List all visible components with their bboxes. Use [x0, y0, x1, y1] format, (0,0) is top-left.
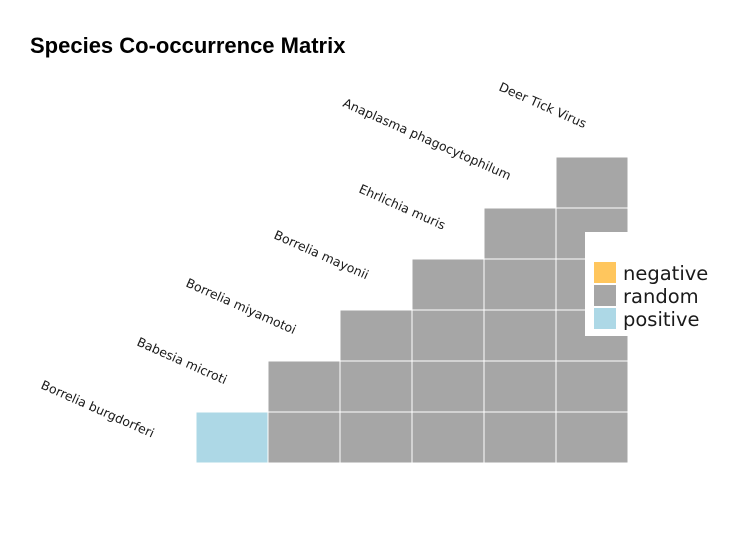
legend-key-random [594, 285, 616, 306]
species-label: Borrelia miyamotoi [184, 275, 299, 337]
matrix-cell [195, 411, 269, 464]
matrix-cell [411, 258, 485, 311]
matrix-cell [267, 411, 341, 464]
matrix-cell [483, 258, 557, 311]
legend-key-positive [594, 308, 616, 329]
matrix-cell [555, 411, 629, 464]
matrix-cell [339, 309, 413, 362]
legend-key-negative [594, 262, 616, 283]
matrix-cell [555, 156, 629, 209]
species-label: Ehrlichia muris [357, 181, 448, 233]
matrix-cell [555, 360, 629, 413]
matrix-cell [483, 360, 557, 413]
species-label: Borrelia burgdorferi [39, 377, 157, 440]
matrix-cell [339, 411, 413, 464]
species-label: Borrelia mayonii [272, 227, 371, 282]
matrix-cell [411, 360, 485, 413]
legend-label-negative: negative [623, 262, 708, 285]
matrix-cell [483, 309, 557, 362]
matrix-cell [483, 411, 557, 464]
matrix-cells [195, 156, 629, 464]
species-label: Babesia microti [135, 334, 230, 387]
matrix-cell [339, 360, 413, 413]
matrix-cell [411, 309, 485, 362]
legend-label-random: random [623, 285, 699, 308]
legend-label-positive: positive [623, 308, 700, 331]
species-label: Deer Tick Virus [497, 79, 589, 131]
matrix-cell [267, 360, 341, 413]
matrix-cell [411, 411, 485, 464]
matrix-cell [483, 207, 557, 260]
chart-title: Species Co-occurrence Matrix [30, 33, 346, 58]
species-label: Anaplasma phagocytophilum [341, 95, 514, 183]
